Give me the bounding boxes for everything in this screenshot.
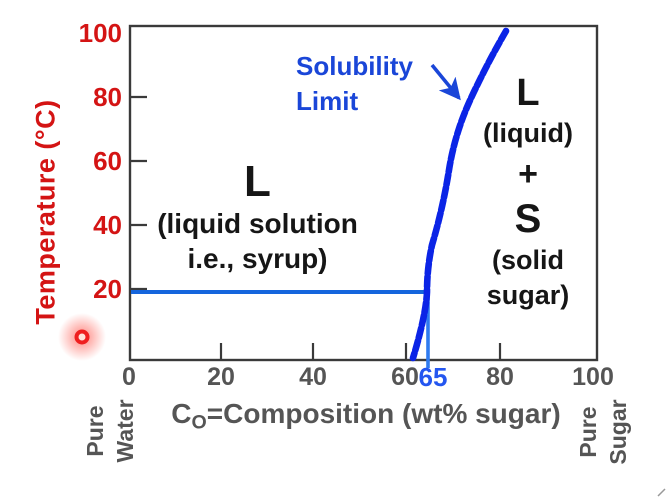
- solubility-limit-arrow: [430, 63, 461, 101]
- region-liquid-desc2: i.e., syrup): [187, 243, 328, 274]
- y-tick-100: 100: [78, 18, 122, 48]
- region-right-desc-solid2: sugar): [486, 280, 570, 310]
- x-tick-60: 60: [391, 363, 419, 391]
- region-right-symbol-l: L: [516, 72, 540, 114]
- region-right-plus: +: [518, 155, 538, 193]
- x-tick-100: 100: [572, 363, 614, 391]
- x-tick-65-highlight: 65: [418, 362, 448, 392]
- solubility-limit-curve: [409, 27, 510, 362]
- y-tick-40: 40: [93, 210, 122, 240]
- region-liquid-desc1: (liquid solution: [157, 208, 358, 239]
- x-title-rest: =Composition (wt% sugar): [206, 398, 561, 429]
- y-tick-80: 80: [93, 82, 122, 112]
- region-right-desc-solid1: (solid: [492, 245, 564, 275]
- solubility-callout-line2: Limit: [296, 86, 359, 116]
- y-axis-title: Temperature (°C): [30, 99, 61, 325]
- x-axis-title: CO=Composition (wt% sugar): [171, 398, 560, 434]
- region-liquid-symbol: L: [244, 157, 271, 206]
- x-title-c: C: [171, 398, 192, 429]
- region-label-liquid: L (liquid solution i.e., syrup): [140, 158, 375, 276]
- y-tick-60: 60: [93, 146, 122, 176]
- pure-sugar-line1: Pure: [575, 406, 601, 458]
- region-label-liquid-plus-solid: L (liquid) + S (solid sugar): [460, 72, 596, 312]
- x-tick-80: 80: [486, 363, 514, 391]
- pure-sugar-line2: Sugar: [605, 399, 631, 465]
- solubility-callout-line1: Solubility: [296, 51, 413, 81]
- pure-water-line2: Water: [112, 399, 138, 463]
- x-axis-ticks: [219, 343, 502, 359]
- pure-water-label: Pure Water: [80, 399, 140, 462]
- corner-cursor-speck: [657, 488, 666, 497]
- y-axis-ticks: [130, 95, 147, 291]
- region-right-desc-liquid: (liquid): [483, 118, 573, 148]
- x-tick-20: 20: [207, 363, 235, 391]
- y-tick-20: 20: [93, 274, 122, 304]
- pure-sugar-label: Pure Sugar: [573, 399, 633, 464]
- plot-border: [128, 24, 599, 362]
- pure-water-line1: Pure: [82, 405, 108, 457]
- x-tick-0: 0: [122, 363, 136, 391]
- x-title-sub-o: O: [191, 411, 207, 434]
- x-tick-40: 40: [299, 363, 327, 391]
- pointer-dot-icon: [74, 329, 90, 345]
- solubility-limit-callout: Solubility Limit: [296, 49, 413, 119]
- region-right-symbol-s: S: [514, 197, 542, 241]
